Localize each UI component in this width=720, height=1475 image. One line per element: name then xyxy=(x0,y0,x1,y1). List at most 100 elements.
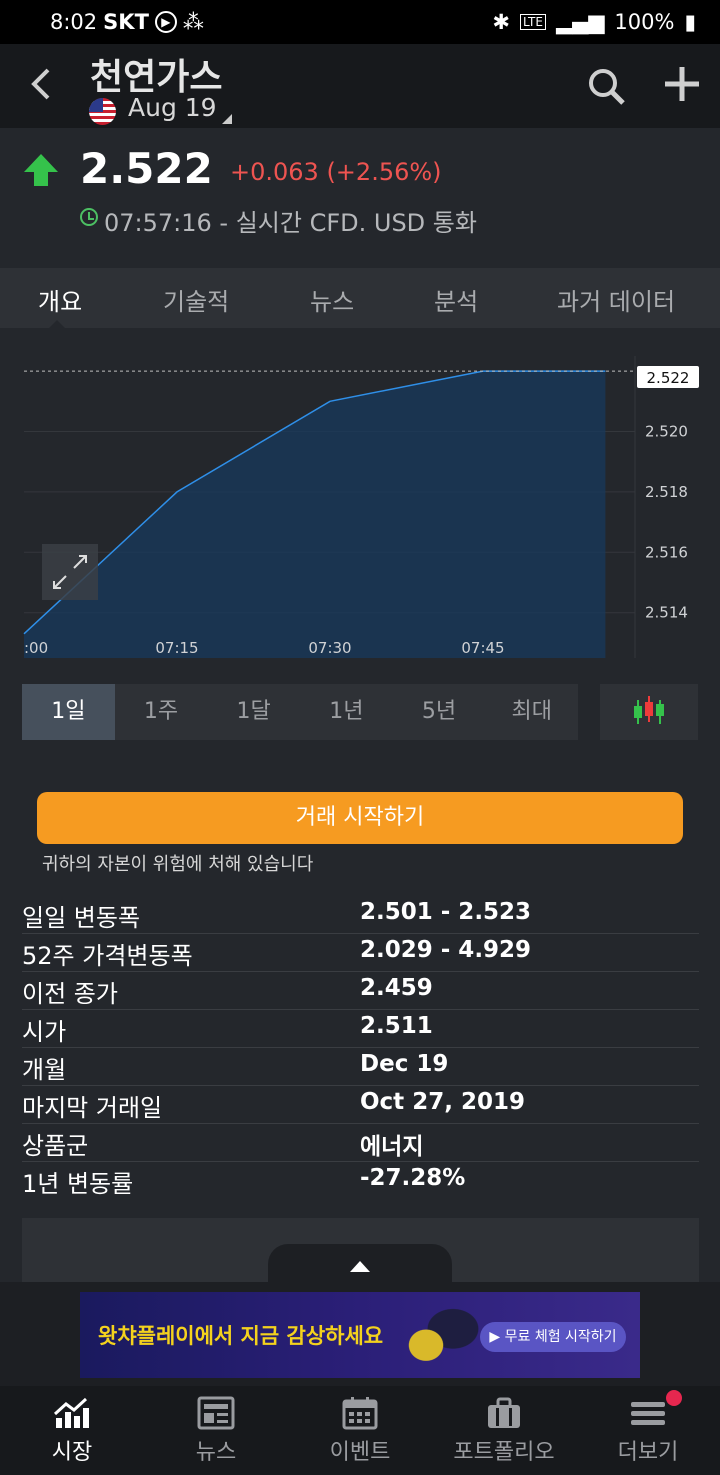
stat-label: 개월 xyxy=(22,1056,67,1084)
nav-market[interactable]: 시장 xyxy=(0,1386,144,1475)
nav-events[interactable]: 이벤트 xyxy=(288,1386,432,1475)
range-1m[interactable]: 1달 xyxy=(236,699,271,724)
ad-cta-button[interactable]: ▶ 무료 체험 시작하기 xyxy=(480,1322,626,1352)
ad-text: 왓챠플레이에서 지금 감상하세요 xyxy=(98,1324,384,1348)
range-max[interactable]: 최대 xyxy=(511,699,552,724)
last-price-label-bg xyxy=(637,366,699,388)
back-icon[interactable] xyxy=(22,62,62,106)
up-arrow-icon xyxy=(24,154,58,186)
battery-icon: ▮ xyxy=(684,10,696,34)
network-type: LTE xyxy=(519,14,546,30)
contract-month-selector[interactable]: Aug 19 xyxy=(128,93,217,122)
y-tick-label: 2.514 xyxy=(645,604,688,622)
clock-icon xyxy=(80,208,98,226)
stat-value: 2.459 xyxy=(360,975,433,1001)
chevron-up-icon[interactable] xyxy=(350,1261,370,1272)
price-change: +0.063 (+2.56%) xyxy=(230,158,442,186)
battery-level: 100% xyxy=(614,10,675,34)
start-trading-button[interactable]: 거래 시작하기 xyxy=(37,792,683,844)
stat-value: 2.511 xyxy=(360,1013,433,1039)
signal-icon: ▂▄▆ xyxy=(555,10,605,34)
stat-label: 이전 종가 xyxy=(22,980,118,1008)
stat-row: 52주 가격변동폭 2.029 - 4.929 xyxy=(22,934,699,972)
status-carrier: SKT xyxy=(103,10,149,34)
section-tabs: 개요 기술적 뉴스 분석 과거 데이터 xyxy=(0,268,720,328)
tab-technical[interactable]: 기술적 xyxy=(163,288,230,316)
stat-row: 상품군 에너지 xyxy=(22,1124,699,1162)
nav-label: 이벤트 xyxy=(329,1440,391,1465)
notification-icon: ⁂ xyxy=(182,10,204,34)
fullscreen-arrow-sw-head xyxy=(53,581,61,589)
stat-value: 에너지 xyxy=(360,1134,424,1160)
quote-time-info: 07:57:16 - 실시간 CFD. USD 통화 xyxy=(104,209,477,237)
last-price: 2.522 xyxy=(80,144,213,193)
dropdown-icon[interactable] xyxy=(222,114,232,124)
nav-news[interactable]: 뉴스 xyxy=(144,1386,288,1475)
fullscreen-arrow-sw xyxy=(53,575,67,589)
nav-more[interactable]: 더보기 xyxy=(576,1386,720,1475)
nav-label: 뉴스 xyxy=(195,1440,237,1465)
ad-container: 왓챠플레이에서 지금 감상하세요 ▶ 무료 체험 시작하기 xyxy=(0,1282,720,1386)
key-stats-table: 일일 변동폭 2.501 - 2.523 52주 가격변동폭 2.029 - 4… xyxy=(22,896,699,1200)
time-range-selector: 1일 1주 1달 1년 5년 최대 xyxy=(22,684,578,740)
tab-historical-data[interactable]: 과거 데이터 xyxy=(557,288,676,316)
stat-value: -27.28% xyxy=(360,1165,466,1191)
news-icon xyxy=(197,1396,235,1430)
media-icon: ▶ xyxy=(154,11,177,33)
us-flag-icon xyxy=(89,98,116,125)
candlestick-toggle-button[interactable] xyxy=(600,684,698,740)
status-time: 8:02 xyxy=(50,10,98,34)
range-1d[interactable]: 1일 xyxy=(22,684,115,740)
notification-badge xyxy=(666,1390,682,1406)
stat-row: 1년 변동률 -27.28% xyxy=(22,1162,699,1200)
stat-label: 일일 변동폭 xyxy=(22,904,141,932)
briefcase-icon xyxy=(488,1397,520,1428)
stat-label: 52주 가격변동폭 xyxy=(22,942,193,970)
app-bar: 천연가스 Aug 19 xyxy=(0,44,720,128)
range-5y[interactable]: 5년 xyxy=(421,699,457,724)
market-chart-icon xyxy=(53,1397,89,1428)
fullscreen-arrow-ne xyxy=(73,555,87,569)
stat-label: 마지막 거래일 xyxy=(22,1094,163,1122)
stat-label: 1년 변동률 xyxy=(22,1170,134,1198)
stat-value: 2.501 - 2.523 xyxy=(360,899,532,925)
nav-portfolio[interactable]: 포트폴리오 xyxy=(432,1386,576,1475)
stat-label: 상품군 xyxy=(22,1132,89,1160)
stat-row: 일일 변동폭 2.501 - 2.523 xyxy=(22,896,699,934)
tab-news[interactable]: 뉴스 xyxy=(310,288,355,316)
fullscreen-icon[interactable] xyxy=(42,544,98,600)
y-tick-label: 2.520 xyxy=(645,423,688,441)
y-tick-label: 2.518 xyxy=(645,483,688,501)
stat-value: 2.029 - 4.929 xyxy=(360,937,532,963)
range-1w[interactable]: 1주 xyxy=(143,699,179,724)
bottom-navigation: 시장 뉴스 이벤트 xyxy=(0,1386,720,1475)
fullscreen-button-bg xyxy=(42,544,98,600)
fullscreen-arrow-ne-head xyxy=(79,555,87,563)
stat-label: 시가 xyxy=(22,1018,67,1046)
tab-indicator xyxy=(49,320,65,328)
quote-panel: 2.522 +0.063 (+2.56%) 07:57:16 - 실시간 CFD… xyxy=(0,128,720,268)
x-tick-label: 07:45 xyxy=(461,639,504,657)
x-tick-label: :00 xyxy=(24,639,48,657)
last-price-label: 2.522 xyxy=(647,369,690,387)
ad-illustration xyxy=(390,1296,480,1378)
range-1y[interactable]: 1년 xyxy=(329,699,364,724)
stat-row: 시가 2.511 xyxy=(22,1010,699,1048)
price-area xyxy=(24,371,606,658)
menu-icon xyxy=(631,1402,665,1425)
candlestick-icon xyxy=(634,696,664,724)
tab-analysis[interactable]: 분석 xyxy=(434,288,479,316)
price-chart[interactable]: 2.522 2.514 2.516 2.518 2.520 :00 07:15 07:30… xyxy=(0,328,720,672)
search-icon[interactable] xyxy=(586,66,626,106)
page-title: 천연가스 xyxy=(90,57,223,98)
ad-banner[interactable]: 왓챠플레이에서 지금 감상하세요 ▶ 무료 체험 시작하기 xyxy=(80,1292,640,1378)
risk-warning: 귀하의 자본이 위험에 처해 있습니다 xyxy=(42,854,314,875)
bluetooth-icon: ✱ xyxy=(492,10,510,34)
x-tick-label: 07:30 xyxy=(308,639,351,657)
nav-label: 시장 xyxy=(51,1440,93,1465)
status-bar: 8:02 SKT ▶ ⁂ ✱ LTE ▂▄▆ 100% ▮ xyxy=(0,0,720,44)
tab-overview[interactable]: 개요 xyxy=(38,288,83,316)
stat-value: Oct 27, 2019 xyxy=(360,1089,525,1115)
add-icon[interactable] xyxy=(662,64,702,104)
x-tick-label: 07:15 xyxy=(155,639,198,657)
